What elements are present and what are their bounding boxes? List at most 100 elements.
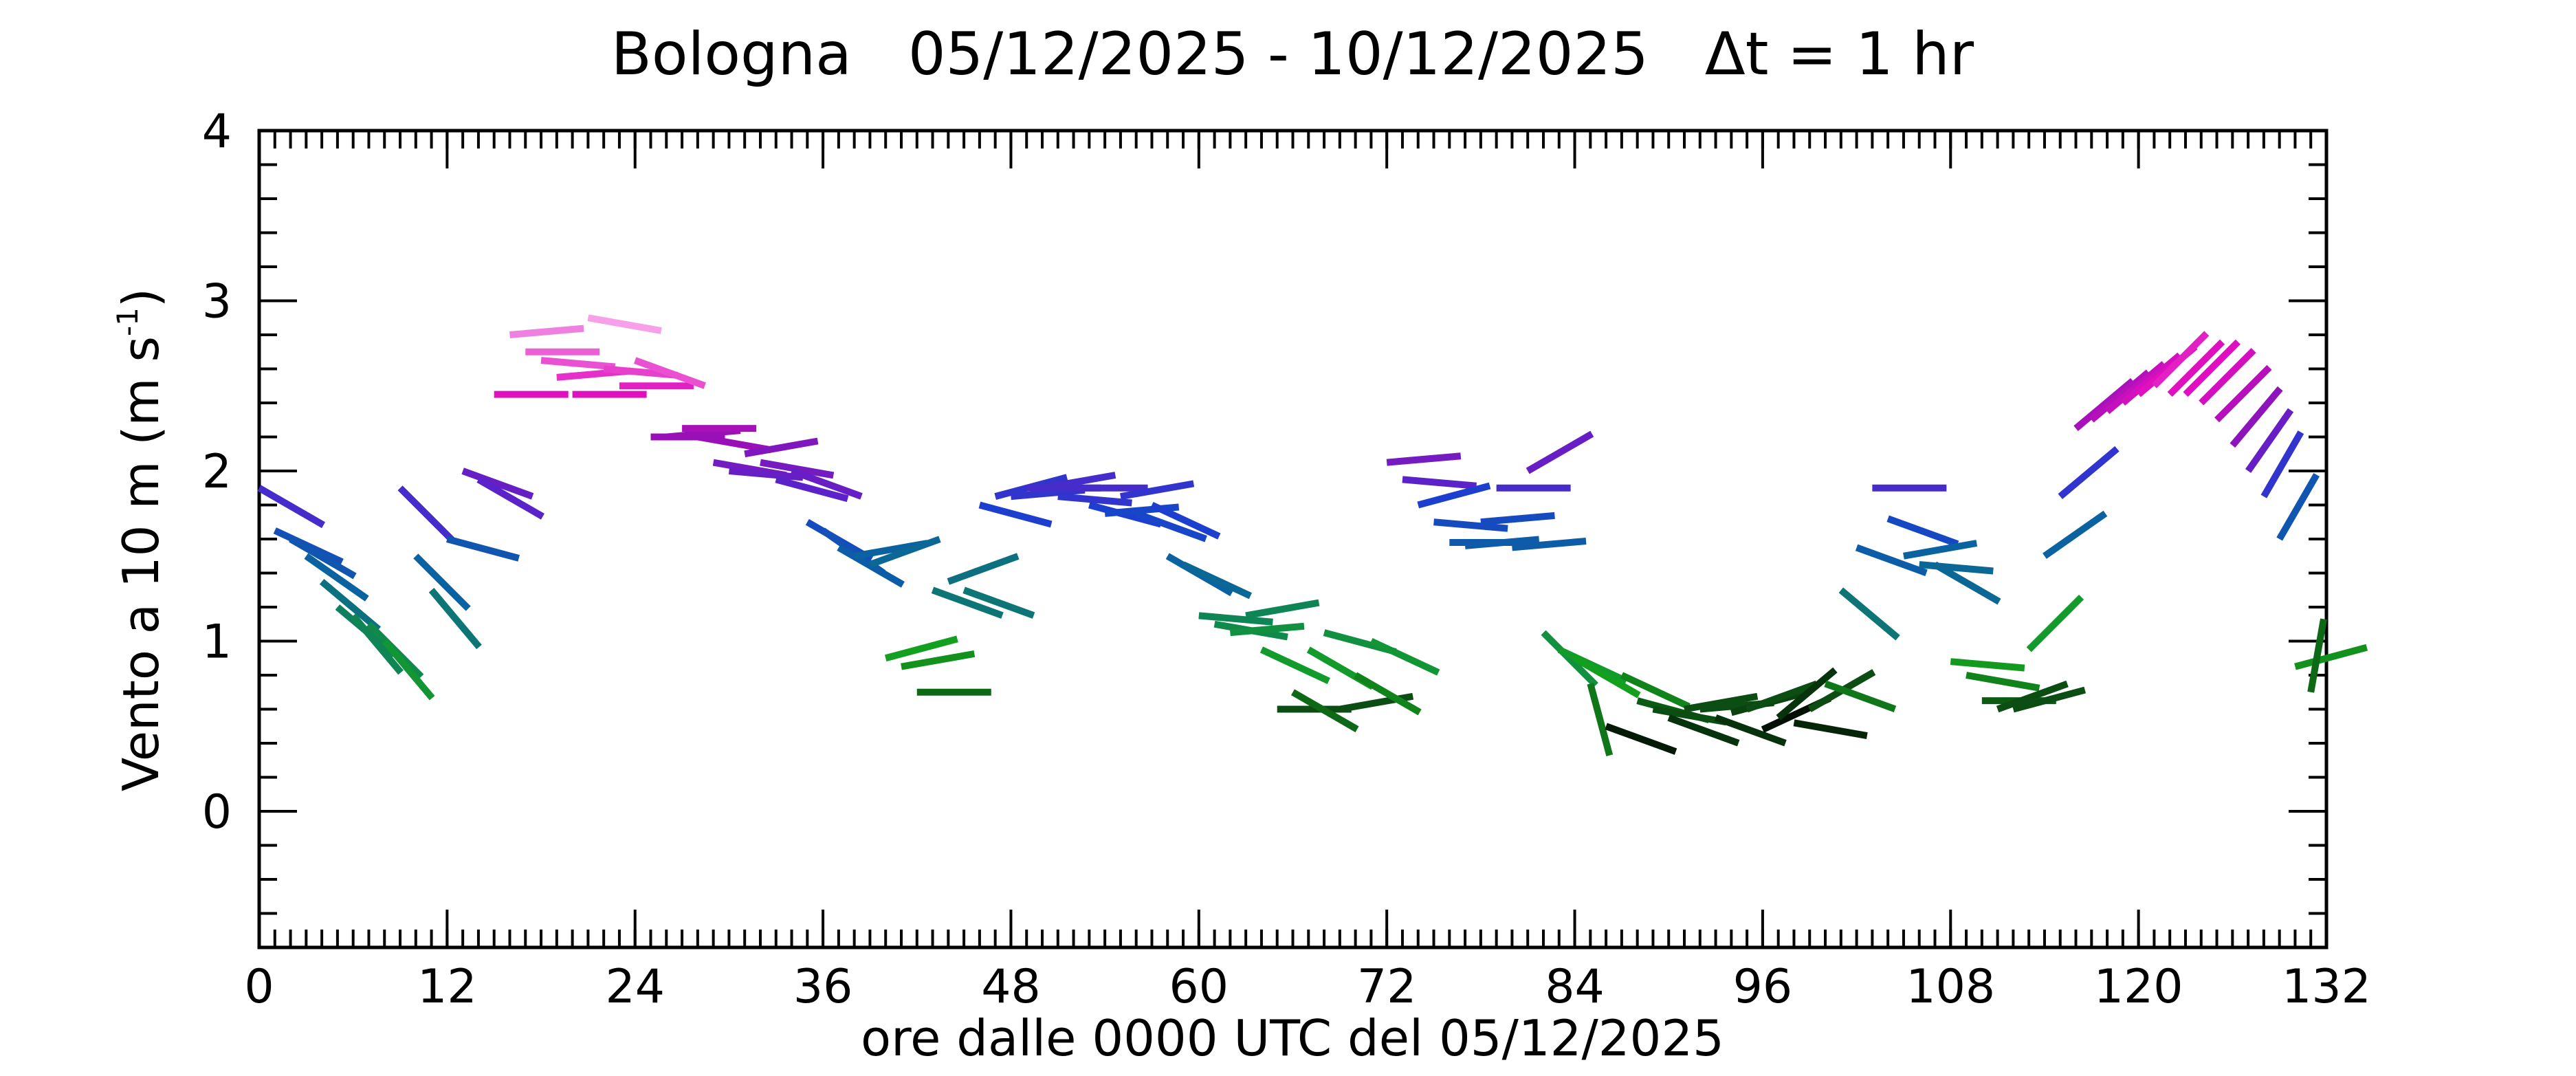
wind-stick <box>1933 561 2001 605</box>
wind-stick <box>775 476 849 503</box>
wind-stick <box>2307 618 2327 693</box>
wind-stick <box>790 468 863 500</box>
wind-stick <box>760 459 835 479</box>
wind-stick <box>1150 501 1221 540</box>
wind-stick <box>2104 361 2167 415</box>
y-label-end: ) <box>112 288 170 307</box>
wind-stick <box>1369 637 1440 676</box>
wind-stick <box>962 586 1035 619</box>
wind-stick <box>2089 369 2151 423</box>
wind-stick <box>1057 493 1132 507</box>
wind-stick <box>1652 705 1727 726</box>
x-tick-label: 108 <box>1906 960 1995 1014</box>
wind-stick <box>868 536 941 568</box>
wind-stick <box>1291 689 1359 733</box>
x-tick-label: 36 <box>793 960 853 1014</box>
wind-stick <box>1573 655 1641 699</box>
wind-stick <box>1526 430 1594 474</box>
y-tick-label: 2 <box>202 445 232 499</box>
wind-stick <box>2276 472 2320 541</box>
wind-stick <box>1354 672 1422 716</box>
wind-stick <box>744 437 819 458</box>
x-tick-label: 0 <box>244 960 274 1014</box>
x-tick-label: 72 <box>1357 960 1417 1014</box>
wind-stick <box>901 650 976 670</box>
wind-stick <box>413 553 471 611</box>
wind-stick <box>476 476 544 520</box>
wind-stick <box>1886 515 1959 547</box>
wind-stick <box>304 553 369 602</box>
y-axis-label: Vento a 10 m (m s-1) <box>111 288 170 791</box>
wind-stick <box>1120 480 1195 501</box>
wind-stick <box>1793 719 1868 739</box>
wind-stick <box>2214 364 2272 423</box>
wind-stick <box>1042 472 1116 492</box>
wind-stick <box>509 325 584 338</box>
wind-stick <box>1776 667 1838 721</box>
wind-stick <box>1996 680 2069 713</box>
wind-stick <box>1480 512 1555 526</box>
wind-stick <box>257 485 326 529</box>
y-tick-label: 1 <box>202 615 232 670</box>
wind-stick <box>1966 672 2040 692</box>
wind-stick <box>947 553 1020 585</box>
wind-stick <box>2012 686 2087 713</box>
wind-stick <box>2183 339 2241 397</box>
wind-stick <box>587 314 662 334</box>
wind-stick <box>1433 518 1508 532</box>
y-tick-label: 3 <box>202 275 232 329</box>
wind-stick <box>696 433 772 454</box>
y-label-sup: -1 <box>111 307 144 336</box>
wind-stick <box>728 468 804 481</box>
wind-stick <box>461 468 534 500</box>
wind-stick <box>397 485 455 543</box>
wind-stick <box>1259 646 1330 685</box>
wind-stick <box>2026 594 2084 652</box>
wind-stick <box>884 635 958 662</box>
x-axis-label: ore dalle 0000 UTC del 05/12/2025 <box>861 1009 1724 1067</box>
wind-stick <box>2260 430 2304 498</box>
chart-title: Bologna 05/12/2025 - 10/12/2025 Δt = 1 h… <box>611 20 1974 89</box>
x-tick-label: 132 <box>2282 960 2371 1014</box>
wind-stick <box>1511 537 1587 551</box>
wind-stick <box>1824 680 1897 713</box>
wind-stick <box>1386 452 1462 466</box>
wind-stick <box>1417 482 1491 509</box>
wind-stick <box>1245 599 1320 619</box>
wind-stick <box>289 536 357 580</box>
wind-stick <box>2167 339 2225 397</box>
wind-stick <box>1605 723 1677 755</box>
wind-stick <box>382 639 435 701</box>
wind-stick <box>1838 587 1900 641</box>
y-tick-label: 4 <box>202 105 232 159</box>
y-label-text: Vento a 10 m (m s <box>112 336 170 791</box>
wind-stick <box>2043 510 2108 559</box>
wind-stick <box>428 588 482 650</box>
wind-stick <box>634 357 706 389</box>
wind-stick <box>2120 352 2182 406</box>
wind-stick <box>1746 680 1818 713</box>
x-tick-label: 12 <box>417 960 477 1014</box>
wind-stick <box>540 357 616 371</box>
wind-stick <box>2151 331 2210 388</box>
wind-stick <box>2058 446 2120 499</box>
wind-stick <box>1919 561 1994 575</box>
wind-stick <box>931 586 1004 619</box>
wind-stick <box>319 579 382 633</box>
x-tick-label: 120 <box>2094 960 2183 1014</box>
wind-stick <box>2245 408 2294 473</box>
wind-stick <box>1402 476 1477 490</box>
y-tick-label: 0 <box>202 785 232 839</box>
wind-stick <box>1903 540 1978 560</box>
wind-stick <box>1950 658 2025 672</box>
wind-stick <box>1464 536 1540 549</box>
wind-stick <box>1134 510 1207 542</box>
wind-stick <box>1667 714 1740 747</box>
wind-stick <box>1714 714 1787 747</box>
wind-stick <box>1855 544 1928 577</box>
x-tick-label: 96 <box>1733 960 1793 1014</box>
wind-stick <box>2073 377 2135 431</box>
wind-stick <box>1198 612 1273 626</box>
